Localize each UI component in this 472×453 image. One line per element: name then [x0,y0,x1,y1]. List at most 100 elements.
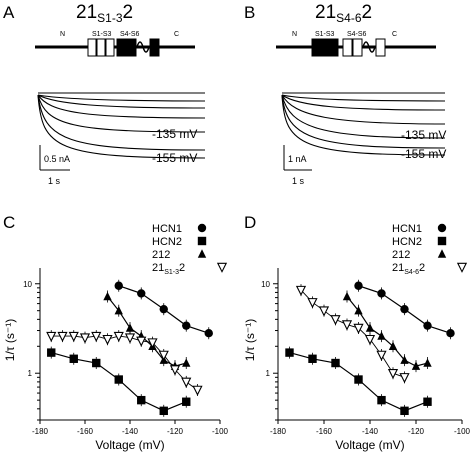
data-point [114,375,123,384]
legend-label: 212 [392,249,410,261]
data-point [377,395,386,405]
x-tick-label: -140 [122,427,139,436]
data-point [68,331,79,343]
x-tick-label: -180 [270,427,287,436]
legend-marker [216,262,228,273]
data-point [69,354,78,363]
scale-bar-b [283,145,312,171]
data-point [376,350,387,361]
data-point [295,285,307,296]
domain-n-label: N [60,31,65,38]
trace-label-a-155: -155 mV [152,151,197,165]
data-point [181,377,192,388]
legend-label: HCN1 [152,223,182,235]
panel-b: B 21S4-62 N S1-S3 S4-S6 C -135 [244,2,446,186]
chart-d-marks [285,281,455,416]
data-point [114,305,123,315]
legend-marker [437,223,447,233]
data-point [159,406,168,416]
data-point [365,323,375,332]
domain-n-label: N [292,31,297,38]
data-point [307,298,318,309]
data-point [182,397,191,406]
data-point [364,334,376,346]
scale-current-b: 1 nA [288,154,307,164]
data-point [318,306,330,317]
data-point [446,329,455,338]
channel-schematic-a: N S1-S3 S4-S6 C [35,31,195,57]
data-point [377,331,386,340]
chart-c-marks [46,281,213,416]
chart-d: -180 -160 -140 -120 -100 1 10 Voltage (mV) 1/τ… [243,223,471,452]
legend-marker [437,249,447,258]
x-tick-label: -120 [167,427,184,436]
data-point [169,365,181,376]
chart-d-ticks: -180 -160 -140 -120 -100 1 10 [261,280,470,436]
x-tick-label: -180 [32,427,49,436]
scale-time-b: 1 s [292,176,305,186]
scale-time-a: 1 s [48,176,61,186]
data-point [423,397,432,406]
data-point [113,331,124,343]
data-point [423,321,432,330]
data-point [354,375,363,384]
data-point [46,331,57,343]
legend-label: HCN2 [152,236,182,248]
chart-c-axes [39,268,220,421]
data-point [137,395,146,405]
x-tick-label: -120 [408,427,425,436]
data-point [377,289,386,298]
x-tick-label: -140 [362,427,379,436]
data-point [330,315,341,326]
panel-a-title: 21S1-32 [76,2,133,25]
domain-s1s3-label: S1-S3 [92,31,112,38]
data-point [387,368,399,380]
panel-a-letter: A [3,3,15,22]
data-point [400,304,409,314]
trace-label-b-135: -135 mV [401,128,446,142]
data-point [400,406,409,416]
data-point [47,348,56,357]
legend-marker [197,223,207,233]
x-tick-label: -160 [77,427,94,436]
data-point [331,358,340,368]
x-tick-label: -160 [316,427,333,436]
data-point [285,348,294,357]
x-tick-label: -100 [454,427,471,436]
domain-c-label: C [174,31,179,38]
data-point [354,281,363,290]
channel-schematic-b: N S1-S3 S4-S6 C [276,31,436,57]
legend-marker [456,262,468,273]
scale-current-a: 0.5 nA [44,154,70,164]
legend-label: HCN2 [392,236,422,248]
panel-c-letter: C [3,213,15,232]
chart-c: -180 -160 -140 -120 -100 1 10 Voltage (mV) 1/τ… [3,223,229,452]
data-point [158,350,169,361]
data-point [308,354,317,363]
chart-d-ylabel: 1/τ (s⁻¹) [243,319,257,361]
panel-a: A 21S1-32 N S1-S3 S4-S6 C -135 [3,2,206,186]
trace-label-b-155: -155 mV [401,147,446,161]
panel-b-title: 21S4-62 [315,2,372,25]
legend-label: 212 [152,249,170,261]
data-point [91,331,102,343]
panel-b-letter: B [244,3,255,22]
data-point [423,358,432,367]
y-tick-label: 10 [261,280,270,289]
data-point [182,358,191,367]
data-point [137,289,146,298]
data-point [79,333,91,344]
panel-d-letter: D [244,213,256,232]
data-point [114,281,123,290]
chart-c-xlabel: Voltage (mV) [95,438,164,452]
legend-label: 21S4-62 [392,262,425,276]
data-point [388,341,398,350]
data-point [354,305,363,315]
y-tick-label: 1 [28,369,33,378]
series-line [107,296,187,367]
data-point [136,336,147,347]
domain-c-label: C [392,31,397,38]
